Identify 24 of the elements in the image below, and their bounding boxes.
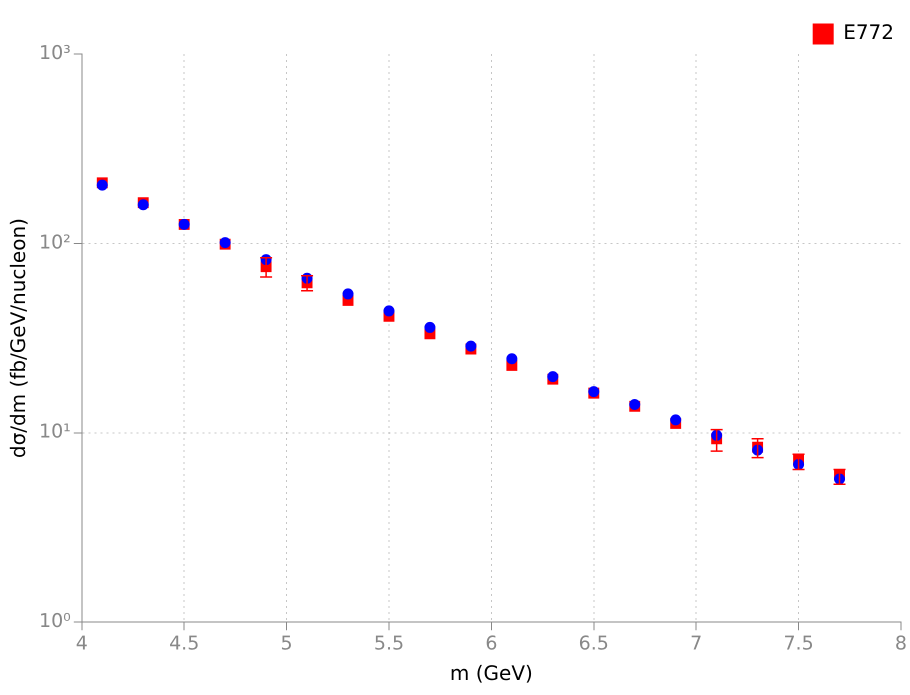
x-tick-label: 6	[485, 632, 498, 655]
x-tick-label: 8	[894, 632, 908, 655]
x-tick-label: 5.5	[374, 632, 404, 655]
point	[506, 353, 518, 364]
x-tick-label: 5	[280, 632, 293, 655]
point	[96, 180, 108, 191]
y-tick-label: 10¹	[38, 420, 71, 443]
x-tick-label: 4.5	[169, 632, 200, 655]
point	[465, 340, 476, 352]
x-tick-label: 6.5	[578, 632, 609, 655]
x-tick-label: 7.5	[783, 632, 814, 655]
point	[670, 414, 682, 426]
y-tick-label: 10³	[38, 42, 71, 64]
y-axis-title: dσ/dm (fb/GeV/nucleon)	[6, 218, 30, 458]
point	[342, 288, 354, 300]
point	[547, 371, 558, 382]
x-tick-label: 4	[76, 632, 88, 655]
point	[424, 322, 436, 333]
y-tick-label: 10²	[38, 231, 71, 254]
x-tick-label: 7	[690, 632, 702, 655]
legend-label: E772	[843, 20, 894, 44]
y-tick-label: 10⁰	[38, 610, 71, 632]
point	[383, 305, 394, 316]
x-axis-title: m (GeV)	[450, 661, 533, 686]
